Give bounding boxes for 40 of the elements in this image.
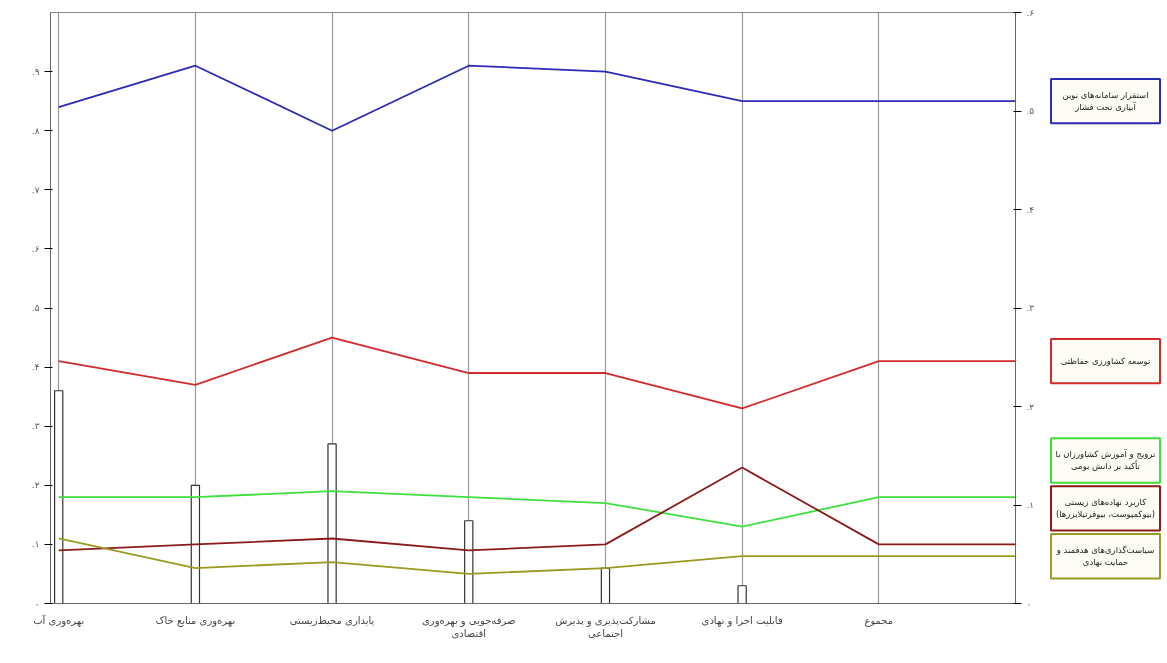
bar [54, 390, 64, 604]
x-tick-label: پایداری محیط‌زیستی [289, 614, 375, 627]
line-series [57, 336, 1016, 410]
text: ترویج و آموزش کشاورزان با تأکید بر دانش بومی [1055, 448, 1157, 472]
line-series [57, 490, 1016, 528]
text: استقرار سامانه‌های نوین آبیاری تحت فشار [1062, 90, 1149, 113]
y2-tick-label: .۱ [1026, 500, 1035, 510]
y-tick-label: .۷ [31, 184, 40, 195]
bar [190, 484, 201, 604]
y2-tick-label: .۲ [1026, 401, 1035, 412]
y-tick-label: .۴ [31, 362, 40, 373]
y-tick-label: .۵ [31, 303, 40, 313]
y2-tick-label: .۵ [1026, 106, 1035, 116]
y-tick-label: ۰ [34, 598, 40, 609]
x-tick-label: صرفه‌جویی و بهره‌وری اقتصادی [422, 614, 516, 639]
bar [327, 443, 337, 604]
x-tick-label: بهره‌وری آب [33, 613, 85, 627]
y-tick-label: .۳ [31, 421, 40, 432]
text: کاربرد نهاده‌های زیستی (بیوکمپوست، بیوفرتیلایزرها) [1055, 497, 1156, 520]
bar [464, 520, 474, 604]
x-tick-label: مجموع [864, 614, 894, 627]
text: سیاست‌گذاری‌های هدفمند و حمایت نهادی [1055, 545, 1155, 568]
y-tick-label: .۸ [31, 125, 40, 136]
y-tick-label: .۲ [31, 480, 40, 491]
line-series [57, 537, 1016, 575]
bar [600, 567, 611, 604]
line-series [57, 64, 1016, 132]
y2-tick-label: .۴ [1026, 204, 1035, 215]
y-tick-label: .۹ [31, 66, 40, 77]
bar [737, 585, 747, 604]
x-tick-label: بهره‌وری منابع خاک [155, 614, 236, 627]
y2-tick-label: ۰ [1026, 598, 1032, 609]
x-tick-label: قابلیت اجرا و نهادی [701, 614, 783, 627]
y2-tick-label: .۶ [1026, 7, 1035, 18]
text: توسعه کشاورزی حفاظتی [1060, 356, 1151, 367]
y-tick-label: .۱ [31, 539, 40, 550]
y-tick-label: .۶ [31, 243, 40, 254]
x-tick-label: مشارکت‌پذیری و پذیرش اجتماعی [555, 614, 656, 639]
y2-tick-label: .۳ [1026, 303, 1035, 313]
line-series [57, 466, 1016, 552]
